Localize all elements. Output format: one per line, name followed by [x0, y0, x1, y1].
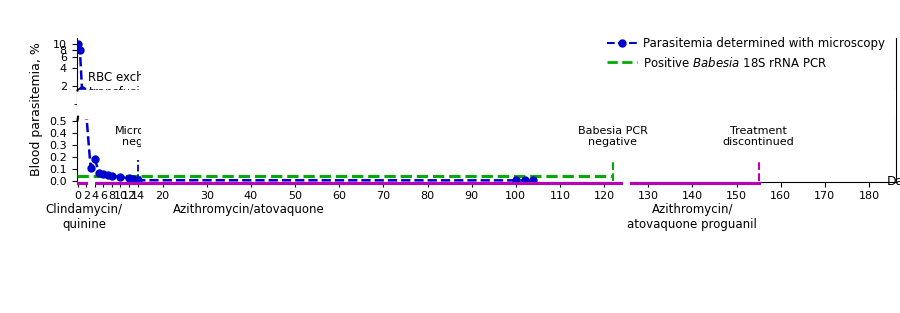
- Bar: [76, 90, 144, 118]
- Text: RBC exchange
transfusion: RBC exchange transfusion: [88, 71, 174, 99]
- Text: Babesia PCR
negative: Babesia PCR negative: [578, 126, 648, 147]
- Text: Days: Days: [886, 175, 900, 188]
- Text: Azithromycin/
atovaquone proguanil: Azithromycin/ atovaquone proguanil: [627, 203, 758, 231]
- Bar: [139, 90, 900, 118]
- Legend: Parasitemia determined with microscopy, Positive $\it{Babesia}$ 18S rRNA PCR: Parasitemia determined with microscopy, …: [603, 32, 889, 74]
- Text: Azithromycin/atovaquone: Azithromycin/atovaquone: [174, 203, 325, 217]
- Text: Clindamycin/
quinine: Clindamycin/ quinine: [46, 203, 122, 231]
- Y-axis label: Blood parasitemia, %: Blood parasitemia, %: [31, 43, 43, 177]
- Text: Microscopy
negative: Microscopy negative: [115, 126, 177, 147]
- Text: Treatment
discontinued: Treatment discontinued: [723, 126, 795, 147]
